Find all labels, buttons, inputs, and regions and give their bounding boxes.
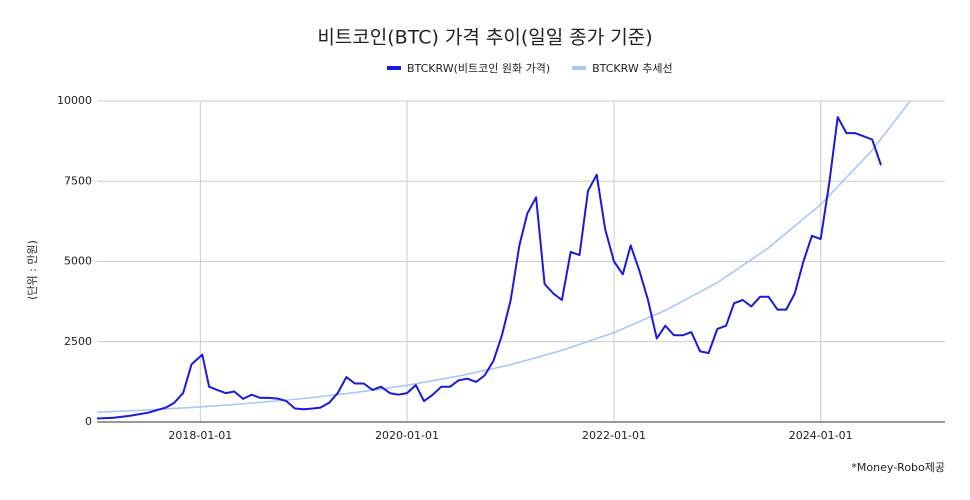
legend-swatch (387, 66, 401, 70)
legend-swatch (572, 66, 587, 70)
y-tick-label: 7500 (64, 174, 92, 187)
y-tick-label: 0 (85, 415, 92, 428)
chart-title: 비트코인(BTC) 가격 추이(일일 종가 기준) (317, 27, 652, 49)
y-tick-label: 5000 (64, 255, 92, 268)
x-tick-label: 2024-01-01 (789, 429, 853, 442)
legend-label: BTCKRW 추세선 (592, 62, 672, 75)
legend: BTCKRW(비트코인 원화 가격) BTCKRW 추세선 (387, 62, 673, 75)
y-tick-label: 2500 (64, 335, 92, 348)
footnote: *Money-Robo제공 (851, 461, 945, 474)
y-axis-label: (단위 : 만원) (26, 240, 39, 300)
x-tick-label: 2020-01-01 (375, 429, 439, 442)
x-tick-label: 2022-01-01 (582, 429, 646, 442)
y-tick-label: 10000 (57, 94, 92, 107)
line-series (97, 116, 882, 420)
line-series (97, 101, 912, 414)
legend-label: BTCKRW(비트코인 원화 가격) (407, 62, 550, 75)
x-tick-label: 2018-01-01 (168, 429, 232, 442)
